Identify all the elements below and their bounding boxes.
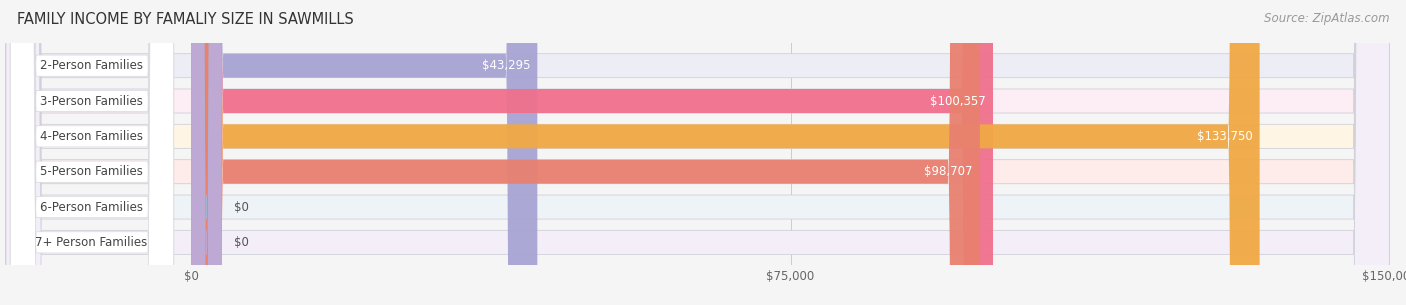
FancyBboxPatch shape [10,0,174,305]
FancyBboxPatch shape [10,0,174,305]
Text: $100,357: $100,357 [929,95,986,108]
FancyBboxPatch shape [191,0,537,305]
Text: $0: $0 [233,236,249,249]
FancyBboxPatch shape [10,0,174,305]
Text: $98,707: $98,707 [924,165,973,178]
Text: 5-Person Families: 5-Person Families [39,165,143,178]
Text: Source: ZipAtlas.com: Source: ZipAtlas.com [1264,12,1389,25]
FancyBboxPatch shape [6,0,1389,305]
Text: $43,295: $43,295 [482,59,530,72]
FancyBboxPatch shape [191,0,222,305]
FancyBboxPatch shape [6,0,1389,305]
FancyBboxPatch shape [10,0,174,305]
FancyBboxPatch shape [10,0,174,305]
FancyBboxPatch shape [6,0,1389,305]
FancyBboxPatch shape [191,0,993,305]
FancyBboxPatch shape [191,0,222,305]
Text: $133,750: $133,750 [1197,130,1253,143]
Text: 6-Person Families: 6-Person Families [39,200,143,214]
FancyBboxPatch shape [10,0,174,305]
FancyBboxPatch shape [6,0,1389,305]
FancyBboxPatch shape [191,0,980,305]
Text: 4-Person Families: 4-Person Families [39,130,143,143]
Text: $0: $0 [233,200,249,214]
Text: 3-Person Families: 3-Person Families [39,95,143,108]
FancyBboxPatch shape [6,0,1389,305]
Text: 2-Person Families: 2-Person Families [39,59,143,72]
Text: 7+ Person Families: 7+ Person Families [35,236,148,249]
Text: FAMILY INCOME BY FAMALIY SIZE IN SAWMILLS: FAMILY INCOME BY FAMALIY SIZE IN SAWMILL… [17,12,354,27]
FancyBboxPatch shape [6,0,1389,305]
FancyBboxPatch shape [191,0,1260,305]
